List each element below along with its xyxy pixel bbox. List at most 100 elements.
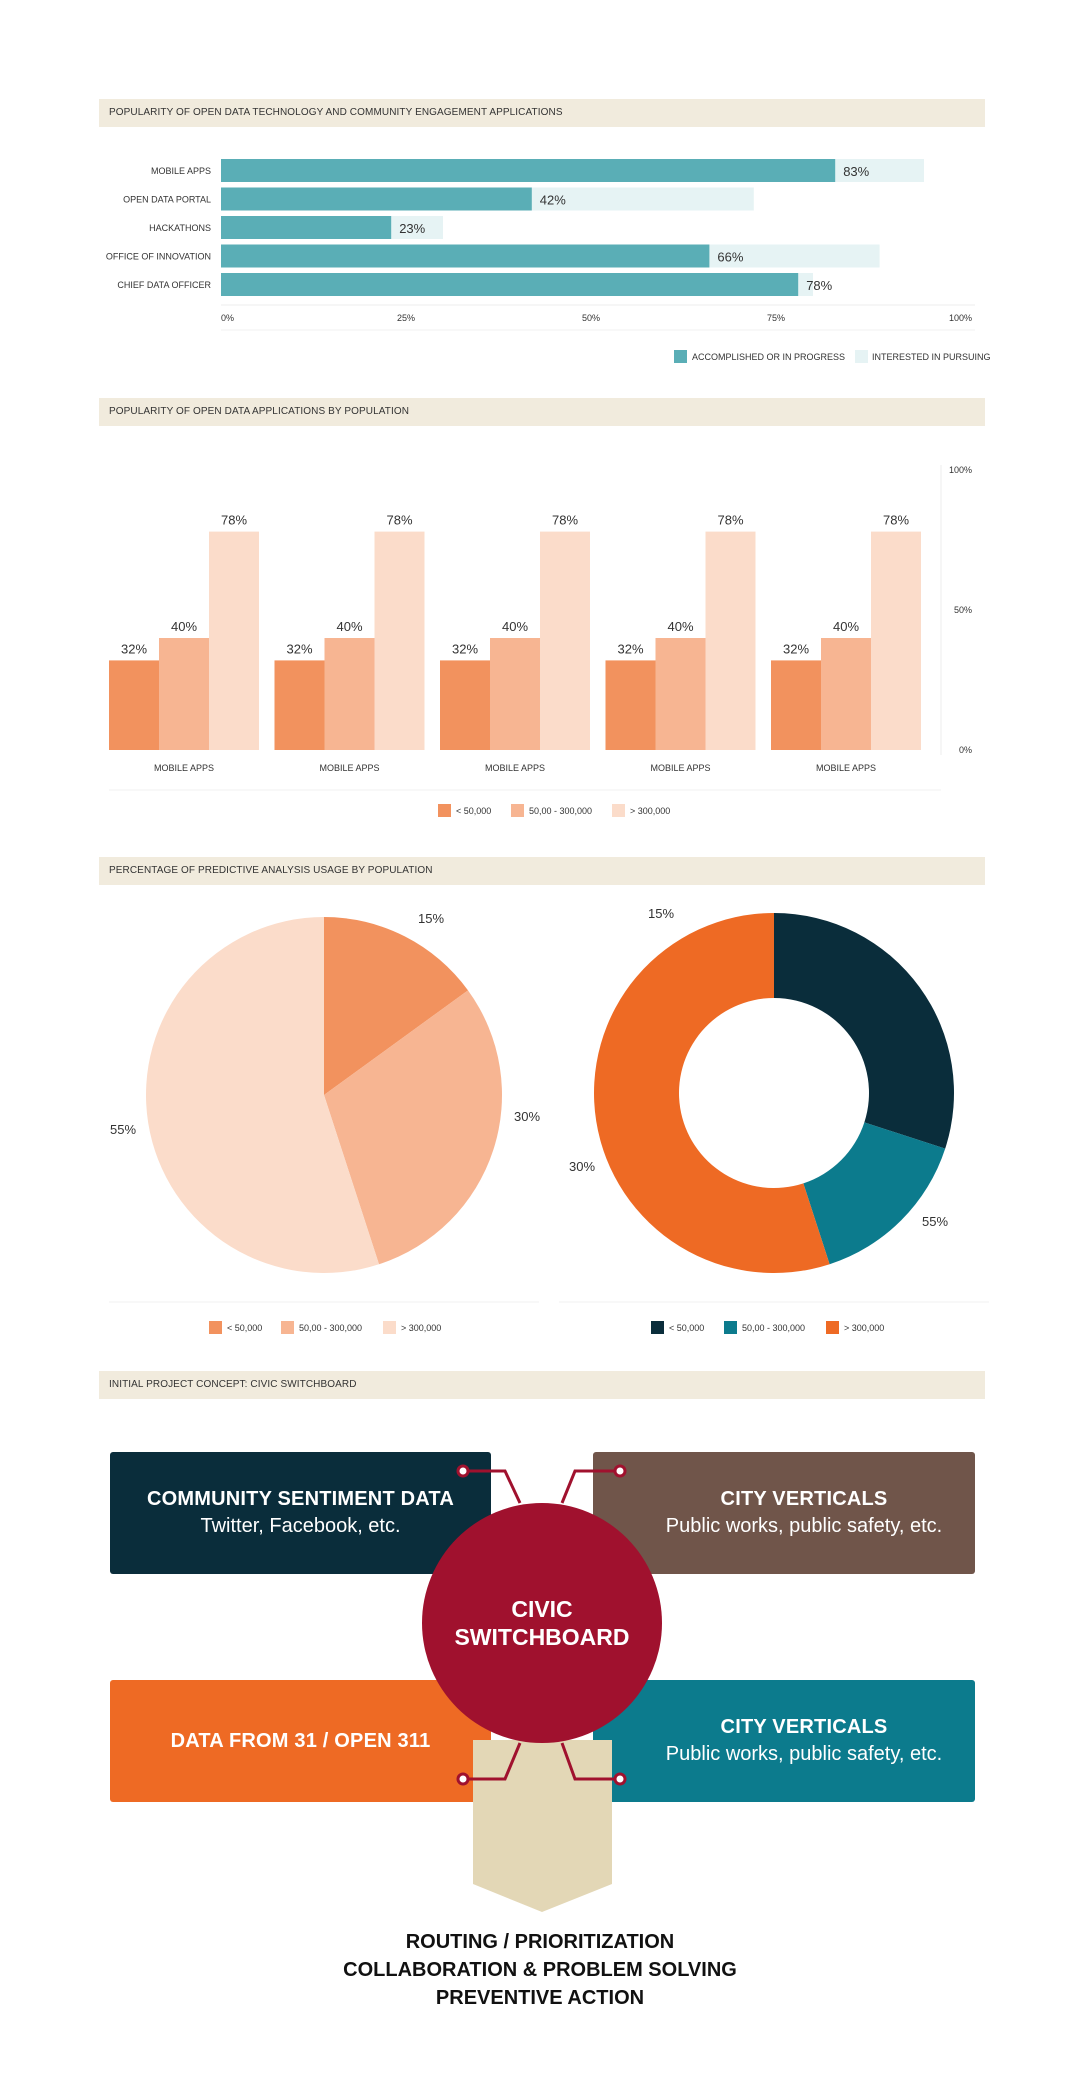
pie-slice (774, 913, 954, 1149)
value-label: 78% (883, 513, 909, 528)
outcome-line-2: COLLABORATION & PROBLEM SOLVING (343, 1959, 737, 1981)
legend-label: > 300,000 (401, 1323, 441, 1333)
city-verticals-box-top: CITY VERTICALS Public works, public safe… (593, 1452, 975, 1574)
connector-bottom-right (560, 1742, 620, 1781)
section-title-tech-apps: POPULARITY OF OPEN DATA TECHNOLOGY AND C… (99, 99, 985, 127)
bar (490, 638, 540, 750)
box-title: DATA FROM 31 / OPEN 311 (170, 1729, 431, 1752)
community-sentiment-box: COMMUNITY SENTIMENT DATA Twitter, Facebo… (110, 1452, 491, 1574)
category-label: CHIEF DATA OFFICER (117, 280, 211, 290)
bar (705, 531, 756, 750)
box-subtitle: Public works, public safety, etc. (665, 1743, 943, 1765)
outcome-line-1: ROUTING / PRIORITIZATION (405, 1931, 675, 1953)
bar-accomplished (221, 216, 392, 239)
legend-label: < 50,000 (456, 806, 491, 816)
category-label: MOBILE APPS (154, 763, 214, 773)
x-tick-label: 0% (221, 313, 234, 323)
connector-bottom-left (463, 1742, 522, 1781)
box-title: CITY VERTICALS (720, 1488, 888, 1510)
slice-label: 55% (110, 1122, 136, 1137)
value-label: 40% (336, 619, 362, 634)
bar (821, 638, 871, 750)
slice-label: 15% (418, 911, 444, 926)
outcome-line-3: PREVENTIVE ACTION (435, 1987, 645, 2009)
legend-label: > 300,000 (844, 1323, 884, 1333)
connector-top-right (560, 1469, 620, 1504)
bar-accomplished (221, 273, 799, 296)
value-label: 23% (399, 221, 425, 236)
bar-accomplished (221, 187, 532, 211)
bar (324, 638, 375, 750)
legend-label: > 300,000 (630, 806, 670, 816)
legend-swatch (674, 350, 687, 363)
civic-switchboard-hub: CIVIC SWITCHBOARD (422, 1503, 662, 1743)
value-label: 40% (502, 619, 528, 634)
outcome-arrow (473, 1740, 612, 1912)
box-title: COMMUNITY SENTIMENT DATA (146, 1488, 454, 1510)
pie-slice (803, 1122, 946, 1265)
legend-swatch (511, 804, 524, 817)
x-tick-label: 75% (767, 313, 785, 323)
value-label: 40% (833, 619, 859, 634)
value-label: 78% (386, 513, 412, 528)
value-label: 32% (617, 641, 643, 656)
value-label: 32% (286, 641, 312, 656)
legend-label: INTERESTED IN PURSUING (872, 352, 991, 362)
value-label: 40% (171, 619, 197, 634)
x-tick-label: 50% (582, 313, 600, 323)
bar (655, 638, 706, 750)
legend-swatch (612, 804, 625, 817)
legend-swatch (438, 804, 451, 817)
city-verticals-box-bottom: CITY VERTICALS Public works, public safe… (593, 1680, 975, 1802)
box-subtitle: Public works, public safety, etc. (665, 1515, 943, 1537)
slice-label: 30% (514, 1109, 540, 1124)
connector-node (613, 1464, 627, 1478)
box-subtitle: Twitter, Facebook, etc. (200, 1515, 401, 1537)
hub-line-2: SWITCHBOARD (454, 1624, 630, 1650)
value-label: 32% (121, 641, 147, 656)
horizontal-bar-chart: MOBILE APPS 83% OPEN DATA PORTAL 42% HACKATH… (106, 159, 991, 363)
category-label: MOBILE APPS (816, 763, 876, 773)
category-label: MOBILE APPS (485, 763, 545, 773)
category-label: MOBILE APPS (151, 166, 211, 176)
connector-node (613, 1772, 627, 1786)
legend-label: < 50,000 (669, 1323, 704, 1333)
section-title-concept: INITIAL PROJECT CONCEPT: CIVIC SWITCHBOA… (99, 1371, 985, 1399)
legend-label: ACCOMPLISHED OR IN PROGRESS (692, 352, 845, 362)
legend-swatch (826, 1321, 839, 1334)
bar-accomplished (221, 244, 710, 268)
y-tick-label: 100% (949, 465, 972, 475)
grouped-bar-chart: 32% 40% 78% MOBILE APPS 32% 40% 78% MOBILE APPS… (109, 465, 972, 817)
connector-top-left (463, 1469, 522, 1504)
category-label: HACKATHONS (149, 223, 211, 233)
y-tick-label: 50% (954, 605, 972, 615)
value-label: 78% (552, 513, 578, 528)
slice-label: 15% (648, 906, 674, 921)
box-title: CITY VERTICALS (720, 1716, 888, 1738)
value-label: 83% (843, 164, 869, 179)
slice-label: 55% (922, 1214, 948, 1229)
category-label: OFFICE OF INNOVATION (106, 252, 211, 262)
open311-box: DATA FROM 31 / OPEN 311 (110, 1680, 491, 1802)
y-tick-label: 0% (959, 745, 972, 755)
legend-swatch (383, 1321, 396, 1334)
bar (540, 531, 590, 750)
connector-node (456, 1464, 470, 1478)
category-label: MOBILE APPS (319, 763, 379, 773)
hub-line-1: CIVIC (511, 1596, 573, 1622)
section-title-predictive-analysis: PERCENTAGE OF PREDICTIVE ANALYSIS USAGE … (99, 857, 985, 885)
connector-node (456, 1772, 470, 1786)
category-label: MOBILE APPS (650, 763, 710, 773)
pie-slice (145, 917, 380, 1273)
value-label: 42% (540, 193, 566, 208)
bar (871, 531, 921, 750)
bar (209, 531, 259, 750)
bar (109, 660, 159, 750)
value-label: 78% (221, 513, 247, 528)
legend-swatch (724, 1321, 737, 1334)
value-label: 32% (452, 641, 478, 656)
value-label: 32% (783, 641, 809, 656)
value-label: 78% (806, 278, 832, 293)
legend-swatch (209, 1321, 222, 1334)
